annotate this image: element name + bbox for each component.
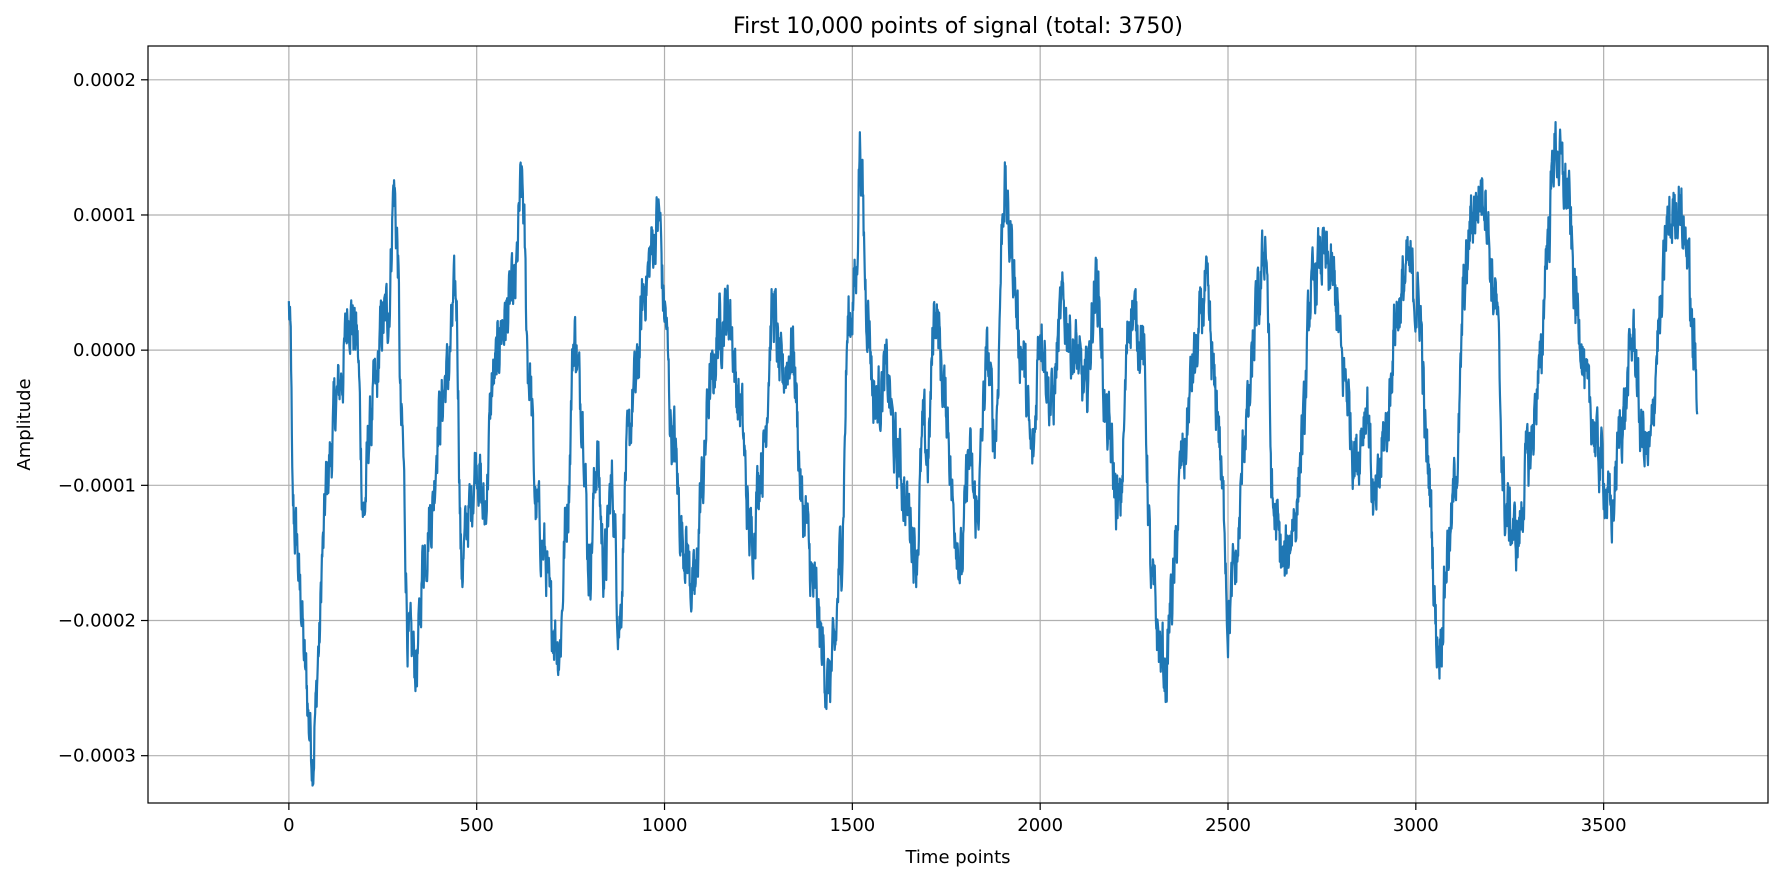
x-tick-label: 0 bbox=[283, 815, 294, 836]
x-tick-label: 2500 bbox=[1205, 815, 1251, 836]
grid bbox=[148, 46, 1768, 803]
y-tick-label: −0.0001 bbox=[58, 475, 136, 496]
plot-area bbox=[287, 120, 1699, 787]
x-tick-label: 3000 bbox=[1393, 815, 1439, 836]
signal-series-line bbox=[287, 120, 1699, 787]
y-axis-label: Amplitude bbox=[14, 378, 35, 470]
x-tick-label: 1000 bbox=[642, 815, 688, 836]
y-tick-label: −0.0002 bbox=[58, 611, 136, 632]
x-tick-label: 2000 bbox=[1017, 815, 1063, 836]
y-tick-label: −0.0003 bbox=[58, 746, 136, 767]
x-axis-label: Time points bbox=[904, 847, 1010, 868]
y-tick-label: 0.0002 bbox=[73, 70, 136, 91]
y-axis: 0.0002 0.0001 0.0000 −0.0001 −0.0002 −0.0003 bbox=[58, 70, 148, 767]
chart-title: First 10,000 points of signal (total: 37… bbox=[733, 14, 1183, 39]
y-tick-label: 0.0001 bbox=[73, 205, 136, 226]
x-axis: 0 500 1000 1500 2000 2500 3000 3500 bbox=[283, 803, 1627, 836]
plot-frame bbox=[147, 45, 1769, 804]
x-tick-label: 500 bbox=[460, 815, 494, 836]
x-tick-label: 1500 bbox=[829, 815, 875, 836]
x-tick-label: 3500 bbox=[1581, 815, 1627, 836]
y-tick-label: 0.0000 bbox=[73, 340, 136, 361]
